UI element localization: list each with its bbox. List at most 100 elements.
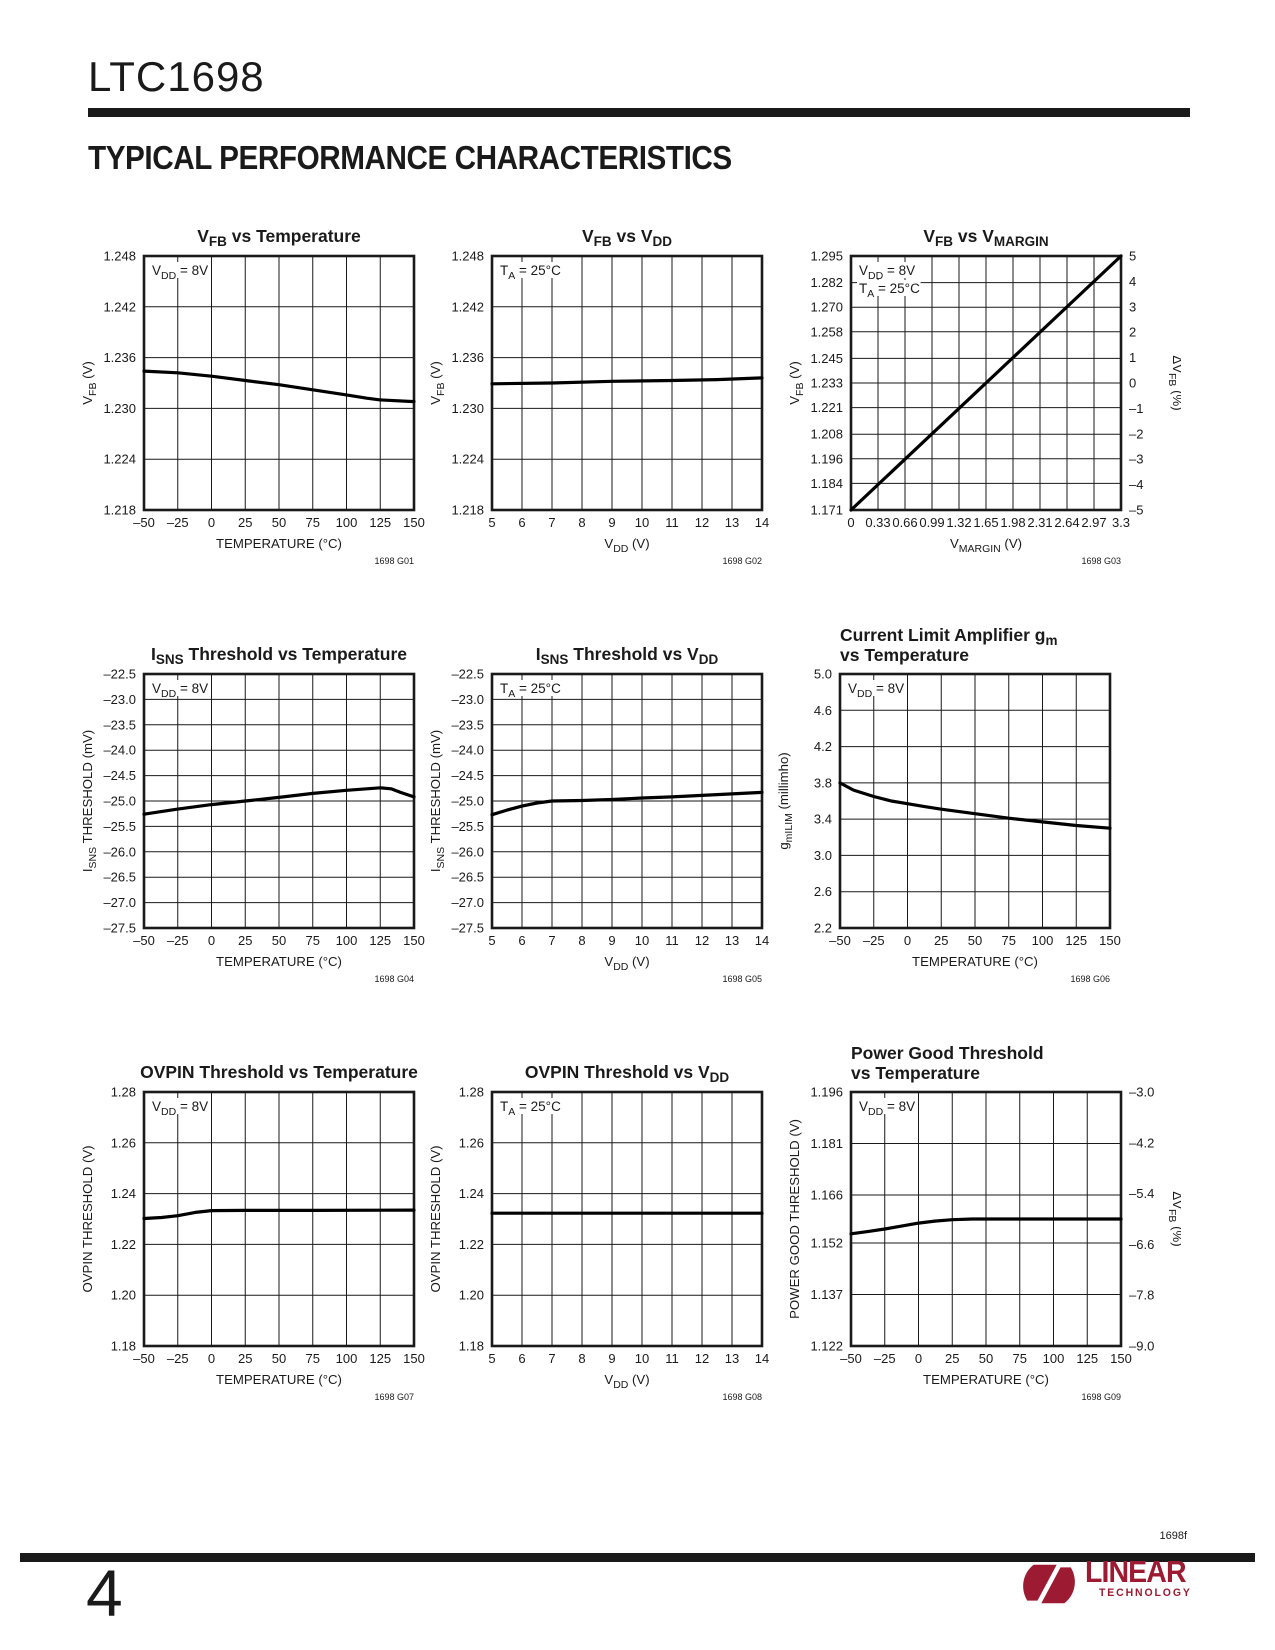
y-tick-label: –24.5	[451, 768, 484, 783]
y-axis-label: POWER GOOD THRESHOLD (V)	[787, 1119, 802, 1319]
x-tick-label: 11	[665, 515, 679, 530]
x-tick-label: 5	[488, 933, 495, 948]
x-axis-label: TEMPERATURE (°C)	[216, 954, 342, 969]
x-tick-label: 14	[755, 1351, 769, 1366]
inset-conditions: VDD = 8V	[859, 1099, 915, 1118]
x-tick-label: 75	[306, 933, 320, 948]
y-tick-label: 1.24	[459, 1186, 484, 1201]
x-tick-label: 9	[608, 933, 615, 948]
x-tick-label: 100	[1043, 1351, 1065, 1366]
section-title: TYPICAL PERFORMANCE CHARACTERISTICS	[88, 139, 732, 176]
y2-tick-label: 0	[1129, 376, 1136, 391]
y-tick-label: 1.152	[810, 1236, 843, 1251]
y2-tick-label: 4	[1129, 274, 1136, 289]
x-tick-label: 2.31	[1027, 515, 1052, 530]
x-axis-label: TEMPERATURE (°C)	[912, 954, 1038, 969]
y-tick-label: 1.166	[810, 1187, 843, 1202]
x-tick-label: 25	[238, 515, 252, 530]
y-tick-label: 3.0	[814, 848, 832, 863]
y-tick-label: 1.236	[451, 350, 484, 365]
x-axis-label: VDD (V)	[604, 536, 649, 555]
chart-footnote: 1698 G06	[1070, 974, 1110, 984]
curve	[142, 786, 416, 816]
x-tick-label: 150	[403, 515, 425, 530]
x-tick-label: 10	[635, 1351, 649, 1366]
x-tick-label: 5	[488, 515, 495, 530]
y-tick-label: 2.2	[814, 921, 832, 936]
header-rule	[88, 108, 1190, 117]
chart-footnote: 1698 G09	[1081, 1392, 1121, 1402]
chart-title: VFB vs Temperature	[197, 226, 361, 249]
y-tick-label: 3.4	[814, 812, 832, 827]
chart-g02: VFB vs VDD TA = 25°C 5 6 7 8 9 10 11 12 13 14 1.218 1…	[428, 226, 769, 566]
x-axis-label: TEMPERATURE (°C)	[216, 1372, 342, 1387]
y-tick-label: 1.196	[810, 1085, 843, 1100]
x-tick-label: –50	[829, 933, 851, 948]
x-tick-label: 1.65	[973, 515, 998, 530]
inset-conditions: VDD = 8V	[848, 681, 904, 700]
x-axis-label: TEMPERATURE (°C)	[923, 1372, 1049, 1387]
x-tick-label: 3.3	[1112, 515, 1130, 530]
y-tick-label: –23.0	[103, 692, 136, 707]
y-tick-label: –23.5	[451, 717, 484, 732]
y-axis-label: OVPIN THRESHOLD (V)	[80, 1145, 95, 1292]
y-axis-label: gmILIM (millimho)	[776, 752, 795, 849]
chart-title: VFB vs VDD	[582, 226, 672, 249]
y-tick-label: –24.5	[103, 768, 136, 783]
logo-wordmark: LINEAR TECHNOLOGY	[1085, 1556, 1197, 1599]
x-tick-label: 0	[847, 515, 854, 530]
chart-title: ISNS Threshold vs Temperature	[151, 644, 407, 667]
y-tick-label: 1.22	[459, 1237, 484, 1252]
y-tick-label: –23.0	[451, 692, 484, 707]
chart-footnote: 1698 G01	[374, 556, 414, 566]
y-tick-label: –24.0	[451, 743, 484, 758]
y-axis-label: ISNS THRESHOLD (mV)	[428, 730, 447, 872]
curve	[849, 1217, 1123, 1236]
y-tick-label: –23.5	[103, 717, 136, 732]
x-tick-label: 75	[1002, 933, 1016, 948]
inset-conditions: VDD = 8V	[152, 681, 208, 700]
x-tick-label: 0	[208, 933, 215, 948]
y2-tick-label: –3.0	[1129, 1085, 1154, 1100]
x-tick-label: 2.64	[1054, 515, 1079, 530]
y-tick-label: 1.22	[111, 1237, 136, 1252]
y-tick-label: 1.28	[459, 1085, 484, 1100]
inset-conditions: TA = 25°C	[859, 281, 920, 300]
x-tick-label: 10	[635, 933, 649, 948]
chart-title: ISNS Threshold vs VDD	[536, 644, 719, 667]
x-tick-label: 150	[1110, 1351, 1132, 1366]
y2-tick-label: –3	[1129, 452, 1143, 467]
x-tick-label: 125	[1076, 1351, 1098, 1366]
y-tick-label: 1.270	[810, 300, 843, 315]
x-tick-label: 125	[369, 933, 391, 948]
x-tick-label: 14	[755, 515, 769, 530]
inset-conditions: VDD = 8V	[152, 263, 208, 282]
chart-title: vs Temperature	[851, 1063, 980, 1083]
y-tick-label: 1.258	[810, 324, 843, 339]
y-tick-label: 4.2	[814, 739, 832, 754]
y-tick-label: –25.5	[103, 819, 136, 834]
y2-tick-label: –1	[1129, 401, 1143, 416]
chart-g07: OVPIN Threshold vs Temperature VDD = 8V –5…	[80, 1062, 425, 1402]
chart-title: VFB vs VMARGIN	[923, 226, 1048, 249]
x-tick-label: 5	[488, 1351, 495, 1366]
curve	[490, 376, 764, 386]
x-tick-label: 25	[945, 1351, 959, 1366]
y2-tick-label: –4	[1129, 477, 1143, 492]
y-axis-label: VFB (V)	[787, 361, 806, 404]
y-tick-label: 1.236	[103, 350, 136, 365]
x-axis-label: VMARGIN (V)	[950, 536, 1022, 555]
x-tick-label: 1.32	[946, 515, 971, 530]
chart-g05: ISNS Threshold vs VDD TA = 25°C 5 6 7 8 9 10 11 1…	[428, 644, 769, 984]
chart-title: OVPIN Threshold vs VDD	[525, 1062, 730, 1085]
x-tick-label: 13	[725, 515, 739, 530]
x-tick-label: 8	[578, 1351, 585, 1366]
y-tick-label: 1.208	[810, 427, 843, 442]
x-tick-label: 0.99	[919, 515, 944, 530]
inset-conditions: TA = 25°C	[500, 681, 561, 700]
x-tick-label: 50	[968, 933, 982, 948]
y2-tick-label: 3	[1129, 299, 1136, 314]
y2-tick-label: –5	[1129, 503, 1143, 518]
